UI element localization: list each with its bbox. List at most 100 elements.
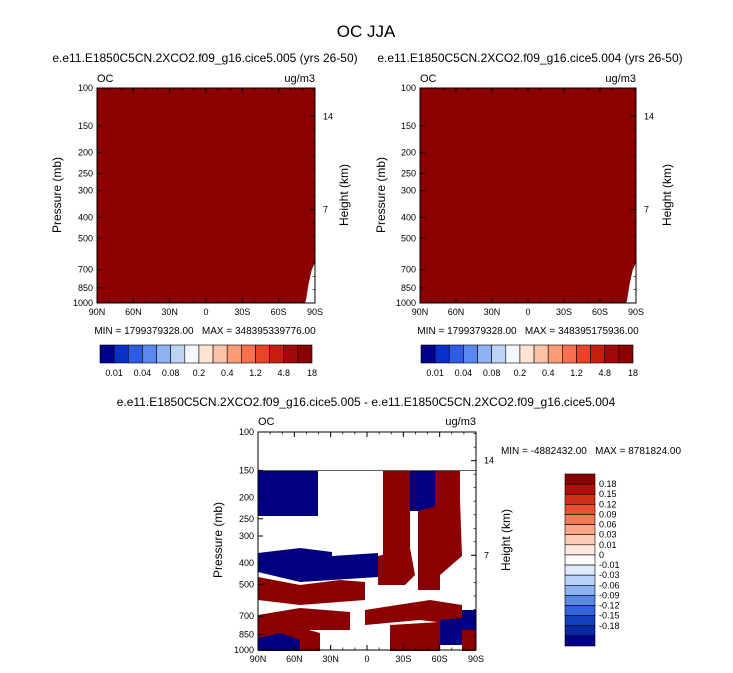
x-tick-label: 60S: [432, 654, 448, 664]
colorbar-swatch: [491, 344, 507, 364]
panel-title: e.e11.E1850C5CN.2XCO2.f09_g16.cice5.004 …: [377, 51, 682, 65]
y2-tick-label: 14: [644, 111, 654, 121]
colorbar-swatch: [564, 554, 596, 566]
colorbar-label: 0.01: [105, 368, 123, 378]
y-tick-label: 300: [401, 186, 416, 196]
colorbar: 0.01 0.04 0.08 0.2 0.4 1.2 4.8 18: [99, 344, 317, 378]
negative-region: [332, 553, 378, 580]
units-label: ug/m3: [605, 73, 636, 85]
colorbar-label: 1.2: [570, 368, 583, 378]
main-title: OC JJA: [337, 22, 396, 41]
panel-difference: e.e11.E1850C5CN.2XCO2.f09_g16.cice5.005 …: [117, 395, 682, 664]
colorbar-label: 0.4: [542, 368, 555, 378]
colorbar-label: 0.04: [455, 368, 473, 378]
plot-area: 90N 60N 30N 0 30S 60S 90S 100 150 200 250 300 400 500…: [396, 83, 654, 317]
colorbar-swatch: [562, 344, 577, 364]
colorbar-label: 0.04: [134, 368, 152, 378]
colorbar-swatch: [463, 344, 478, 364]
colorbar-swatch: [564, 534, 596, 546]
variable-label: OC: [420, 73, 437, 85]
y-tick-label: 150: [401, 121, 416, 131]
positive-region: [383, 515, 410, 556]
colorbar-swatch: [576, 344, 591, 364]
x-tick-label: 0: [525, 307, 530, 317]
colorbar-swatch: [564, 473, 596, 485]
colorbar-swatch: [564, 493, 596, 505]
y-tick-label: 700: [239, 611, 254, 621]
colorbar-swatch: [564, 605, 596, 616]
colorbar-label: 0.4: [221, 368, 234, 378]
colorbar-label: 18: [628, 368, 638, 378]
colorbar-label: -0.03: [599, 570, 620, 580]
colorbar-label: 0.18: [599, 479, 617, 489]
negative-region: [258, 548, 332, 582]
colorbar-label: 0.08: [162, 368, 180, 378]
y-tick-label: 1000: [73, 298, 93, 308]
colorbar-label: 0: [599, 550, 604, 560]
positive-region: [258, 577, 365, 605]
y2-tick-label: 7: [323, 205, 328, 215]
y-tick-label: 250: [401, 169, 416, 179]
y2-axis-label: Height (km): [499, 509, 513, 571]
x-tick-label: 90N: [89, 307, 106, 317]
colorbar-swatch: [564, 635, 596, 647]
colorbar-label: 4.8: [277, 368, 290, 378]
positive-region: [378, 548, 415, 585]
colorbar-label: -0.01: [599, 560, 620, 570]
y2-tick-label: 14: [323, 111, 333, 121]
y-tick-label: 150: [78, 121, 93, 131]
colorbar-swatch: [142, 344, 157, 364]
x-tick-label: 60N: [125, 307, 142, 317]
x-tick-label: 90N: [412, 307, 429, 317]
colorbar-swatch: [505, 344, 521, 364]
colorbar-swatch: [564, 524, 596, 536]
y2-axis-label: Height (km): [337, 164, 351, 226]
y-tick-label: 200: [401, 148, 416, 158]
x-tick-label: 0: [364, 654, 369, 664]
colorbar-swatch: [590, 344, 606, 364]
colorbar-label: -0.18: [599, 621, 620, 631]
colorbar-swatch: [448, 344, 464, 364]
colorbar-swatch: [564, 504, 596, 515]
colorbar-swatch: [283, 344, 299, 364]
y-tick-label: 400: [78, 212, 93, 222]
y-tick-label: 700: [401, 265, 416, 275]
y-axis-label: Pressure (mb): [374, 157, 388, 233]
colorbar-label: 0.09: [599, 509, 617, 519]
y-axis-label: Pressure (mb): [50, 157, 64, 233]
panel-title: e.e11.E1850C5CN.2XCO2.f09_g16.cice5.005 …: [117, 395, 616, 409]
negative-region: [462, 610, 476, 630]
negative-region: [440, 618, 462, 645]
panel-title: e.e11.E1850C5CN.2XCO2.f09_g16.cice5.005 …: [52, 51, 357, 65]
colorbar-label: -0.12: [599, 601, 620, 611]
colorbar-swatch: [564, 544, 596, 556]
variable-label: OC: [258, 416, 275, 428]
colorbar-swatch: [226, 344, 242, 364]
colorbar-swatch: [113, 344, 129, 364]
y-tick-label: 100: [239, 427, 254, 437]
x-tick-label: 60N: [286, 654, 303, 664]
colorbar-label: 0.03: [599, 530, 617, 540]
y-tick-label: 250: [239, 514, 254, 524]
y-tick-label: 300: [78, 186, 93, 196]
colorbar-label: -0.06: [599, 580, 620, 590]
x-tick-label: 30S: [234, 307, 250, 317]
colorbar-swatch: [618, 344, 634, 364]
colorbar-swatch: [564, 574, 596, 586]
colorbar: 0.180.150.120.090.060.030.010-0.01-0.03-…: [564, 473, 620, 647]
colorbar-swatch: [212, 344, 228, 364]
positive-region: [390, 622, 440, 651]
colorbar-swatch: [127, 344, 143, 364]
y-tick-label: 1000: [234, 645, 254, 655]
colorbar-swatch: [519, 344, 535, 364]
colorbar-swatch: [297, 344, 313, 364]
colorbar-label: 0.01: [599, 540, 617, 550]
positive-region: [258, 608, 350, 632]
variable-label: OC: [97, 73, 114, 85]
y2-tick-label: 14: [484, 456, 494, 466]
colorbar-swatch: [99, 344, 115, 364]
units-label: ug/m3: [445, 416, 476, 428]
panel-top-right: e.e11.E1850C5CN.2XCO2.f09_g16.cice5.004 …: [374, 51, 683, 378]
y-tick-label: 150: [239, 465, 254, 475]
